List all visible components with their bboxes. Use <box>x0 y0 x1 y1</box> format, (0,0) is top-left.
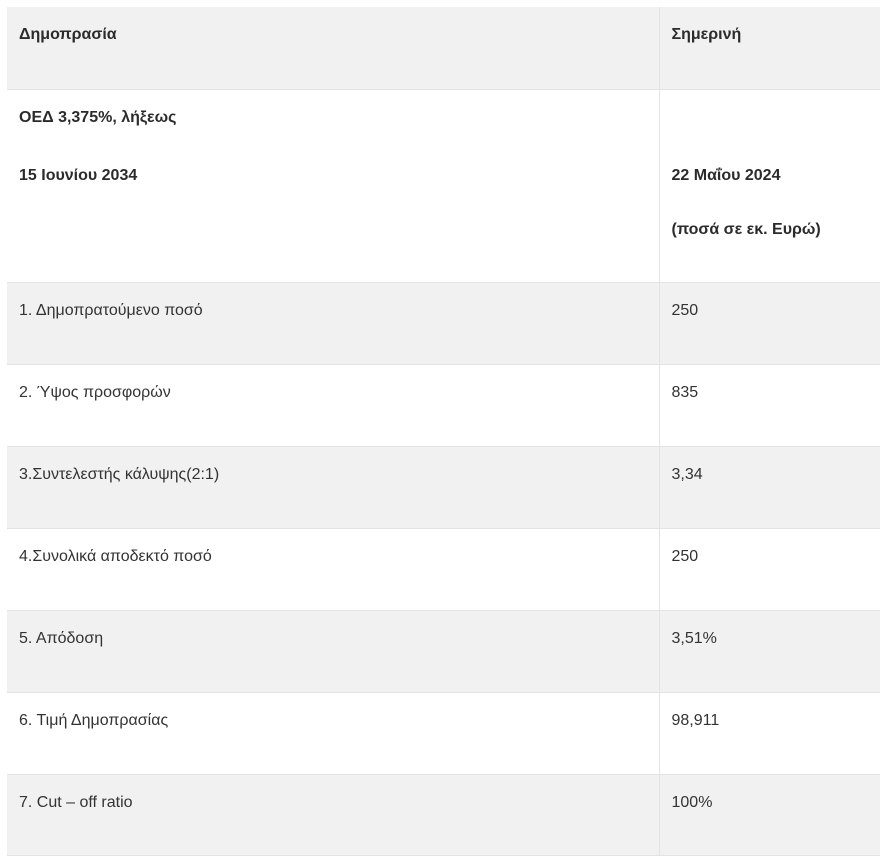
row-label: 6. Τιμή Δημοπρασίας <box>7 692 660 775</box>
header-today: Σημερινή <box>659 7 880 90</box>
row-value: 3,51% <box>659 610 880 693</box>
row-label: 3.Συντελεστής κάλυψης(2:1) <box>7 446 660 529</box>
bond-name: ΟΕΔ 3,375%, λήξεως <box>19 108 177 126</box>
row-value: 100% <box>659 774 880 856</box>
auction-date-cell: 22 Μαΐου 2024 (ποσά σε εκ. Ευρώ) <box>659 89 880 283</box>
table-header-row: Δημοπρασία Σημερινή <box>7 7 880 90</box>
row-value: 98,911 <box>659 692 880 775</box>
header-auction: Δημοπρασία <box>7 7 660 90</box>
table-row: 4.Συνολικά αποδεκτό ποσό 250 <box>7 528 880 611</box>
table-row: 6. Τιμή Δημοπρασίας 98,911 <box>7 692 880 775</box>
auction-results-table: Δημοπρασία Σημερινή ΟΕΔ 3,375%, λήξεως 1… <box>7 7 880 856</box>
row-value: 250 <box>659 528 880 611</box>
bond-maturity: 15 Ιουνίου 2034 <box>19 166 138 184</box>
table-row: 2. Ύψος προσφορών 835 <box>7 364 880 447</box>
row-value: 250 <box>659 282 880 365</box>
row-label: 4.Συνολικά αποδεκτό ποσό <box>7 528 660 611</box>
row-label: 5. Απόδοση <box>7 610 660 693</box>
table-subheader-row: ΟΕΔ 3,375%, λήξεως 15 Ιουνίου 2034 22 Μα… <box>7 89 880 283</box>
table-row: 1. Δημοπρατούμενο ποσό 250 <box>7 282 880 365</box>
auction-results-table-container: Δημοπρασία Σημερινή ΟΕΔ 3,375%, λήξεως 1… <box>7 7 880 856</box>
table-row: 7. Cut – off ratio 100% <box>7 774 880 856</box>
table-row: 5. Απόδοση 3,51% <box>7 610 880 693</box>
row-value: 3,34 <box>659 446 880 529</box>
row-value: 835 <box>659 364 880 447</box>
row-label: 1. Δημοπρατούμενο ποσό <box>7 282 660 365</box>
auction-date: 22 Μαΐου 2024 <box>671 166 781 184</box>
row-label: 7. Cut – off ratio <box>7 774 660 856</box>
table-row: 3.Συντελεστής κάλυψης(2:1) 3,34 <box>7 446 880 529</box>
bond-description-cell: ΟΕΔ 3,375%, λήξεως 15 Ιουνίου 2034 <box>7 89 660 283</box>
amount-unit-note: (ποσά σε εκ. Ευρώ) <box>671 220 821 238</box>
row-label: 2. Ύψος προσφορών <box>7 364 660 447</box>
